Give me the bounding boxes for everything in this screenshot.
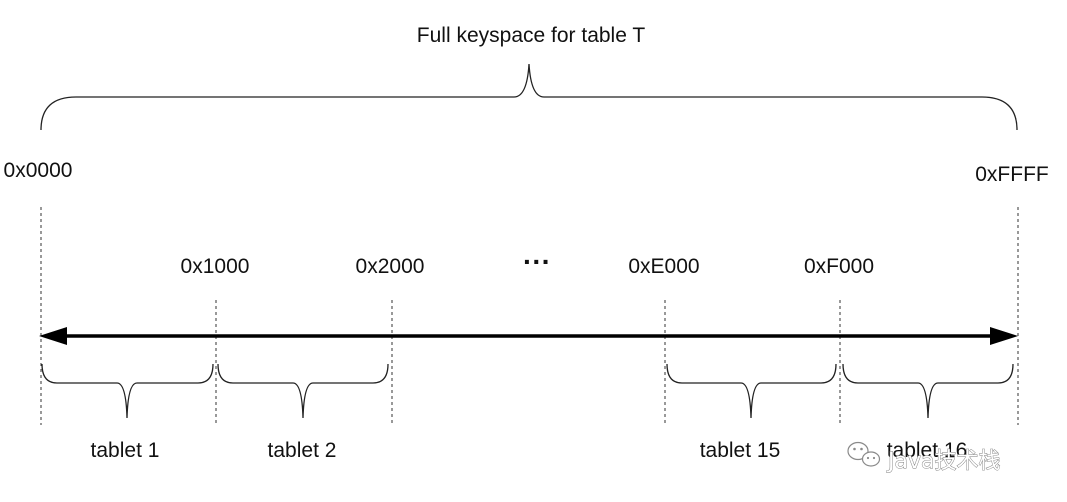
tablet-brace (666, 363, 837, 419)
tablet-label: tablet 1 (91, 439, 160, 462)
watermark-text: Java技术栈 (886, 449, 1000, 474)
diagram-title: Full keyspace for table T (417, 24, 646, 47)
range-start-label: 0x0000 (4, 159, 73, 182)
split-key-label: 0xE000 (628, 255, 699, 278)
ellipsis: ··· (523, 246, 551, 277)
tablet-brace (842, 363, 1014, 419)
tablet-label: tablet 2 (268, 439, 337, 462)
split-key-label: 0x1000 (181, 255, 250, 278)
tablet-brace (41, 363, 214, 419)
tablet-label: tablet 15 (700, 439, 781, 462)
split-key-label: 0xF000 (804, 255, 874, 278)
wechat-icon (847, 441, 881, 467)
tablet-label: tablet 16 (887, 439, 968, 462)
axis-right-arrowhead (990, 327, 1018, 345)
axis-left-arrowhead (39, 327, 67, 345)
tablet-brace (217, 363, 389, 419)
range-end-label: 0xFFFF (975, 163, 1049, 186)
split-key-label: 0x2000 (356, 255, 425, 278)
keyspace-brace (40, 63, 1018, 131)
